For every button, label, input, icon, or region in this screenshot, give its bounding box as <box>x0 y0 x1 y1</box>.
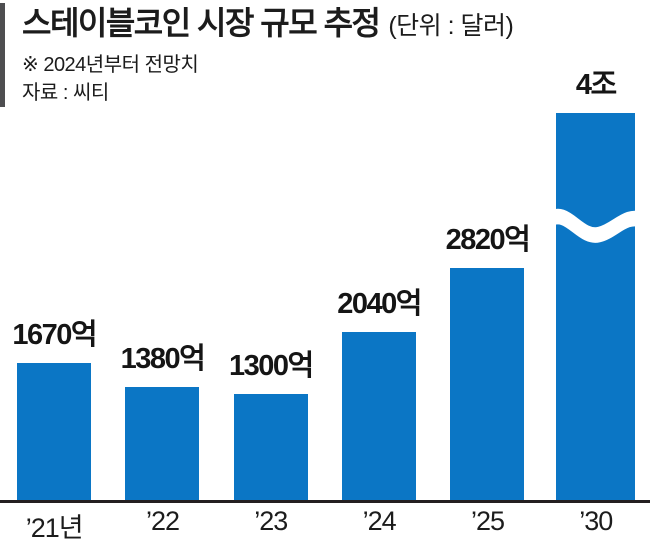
unit-label: (단위 : 달러) <box>388 12 514 40</box>
bar-group-2021: 1670억 <box>0 311 108 501</box>
forecast-note: ※ 2024년부터 전망치 <box>22 54 199 76</box>
bar-2025 <box>450 268 525 501</box>
x-label-2022: ’22 <box>145 506 180 536</box>
bar-2023 <box>233 394 308 501</box>
bar-group-2030: 4조 <box>542 61 650 501</box>
chart-header: 스테이블코인 시장 규모 추정 (단위 : 달러) ※ 2024년부터 전망치 … <box>22 0 648 107</box>
bar-group-2023: 1300억 <box>217 342 325 501</box>
bar-2024 <box>342 332 417 501</box>
bar-group-2022: 1380억 <box>108 335 216 501</box>
title-accent-bar <box>0 3 5 107</box>
bar-2030-truncated <box>551 113 641 501</box>
page-title: 스테이블코인 시장 규모 추정 (단위 : 달러) <box>22 0 648 49</box>
bar-value-label: 1380억 <box>120 343 206 375</box>
x-label-2025: ’25 <box>470 506 505 536</box>
axis-break-wave-icon <box>551 208 641 243</box>
bar-value-label: 1670억 <box>12 319 97 351</box>
bar-value-label: 2820억 <box>445 224 531 256</box>
x-axis-labels: ’21년 ’22 ’23 ’24 ’25 ’30 <box>0 506 650 544</box>
bar-2021 <box>17 363 92 501</box>
bar-value-label: 2040억 <box>337 288 422 320</box>
x-label-2021: ’21년 <box>25 513 84 543</box>
source-credit: 자료 : 씨티 <box>22 82 109 104</box>
x-label-2023: ’23 <box>254 506 288 536</box>
bar-group-2024: 2040억 <box>325 280 433 501</box>
bar-columns: 1670억 1380억 1300억 2040억 2820억 4조 <box>0 61 650 501</box>
title-text: 스테이블코인 시장 규모 추정 <box>22 5 381 41</box>
bar-value-label: 1300억 <box>228 350 314 382</box>
bar-value-label: 4조 <box>575 69 617 101</box>
bar-group-2025: 2820억 <box>433 216 541 501</box>
bar-2022 <box>125 387 200 501</box>
x-label-2024: ’24 <box>362 506 397 536</box>
x-label-2030: ’30 <box>579 506 613 536</box>
x-axis-line <box>0 500 650 503</box>
